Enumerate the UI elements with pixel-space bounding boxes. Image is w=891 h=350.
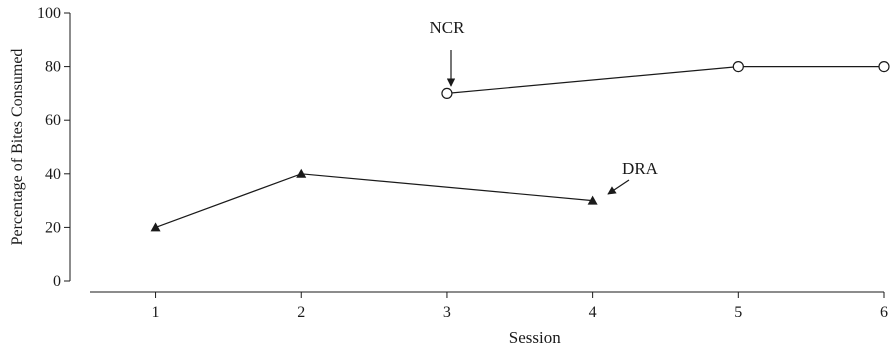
y-ticks: 0 20 40 60 80 100: [37, 5, 70, 290]
ncr-series: [441, 60, 890, 100]
ncr-annotation-label: NCR: [430, 18, 466, 37]
x-tick-label: 5: [734, 304, 742, 321]
dra-data-point: [150, 222, 161, 232]
ncr-data-point: [441, 87, 453, 100]
y-tick-label: 60: [45, 112, 61, 129]
y-tick-label: 40: [45, 166, 61, 183]
y-tick-label: 100: [37, 5, 61, 22]
dra-data-point: [296, 168, 307, 178]
series-layer: [150, 60, 890, 232]
x-tick-label: 4: [589, 304, 597, 321]
dra-data-point: [587, 195, 598, 205]
y-axis-label: Percentage of Bites Consumed: [9, 49, 26, 246]
annotation-layer: NCR DRA: [430, 18, 659, 195]
x-ticks: 1 2 3 4 5 6: [152, 292, 888, 321]
y-tick-label: 20: [45, 219, 61, 236]
x-tick-label: 2: [297, 304, 305, 321]
ncr-data-point: [732, 60, 744, 73]
y-tick-label: 80: [45, 59, 61, 76]
ncr-data-point: [878, 60, 890, 73]
dra-annotation-label: DRA: [622, 159, 659, 178]
dra-series-line: [155, 173, 593, 228]
axes: [69, 13, 884, 293]
dra-annotation-arrow: [607, 179, 630, 195]
y-tick-label: 0: [53, 273, 61, 290]
x-tick-label: 3: [443, 304, 451, 321]
x-axis-label: Session: [509, 328, 561, 347]
dra-series: [150, 168, 598, 232]
x-tick-label: 1: [152, 304, 160, 321]
x-tick-label: 6: [880, 304, 888, 321]
ncr-series-line: [446, 65, 884, 94]
